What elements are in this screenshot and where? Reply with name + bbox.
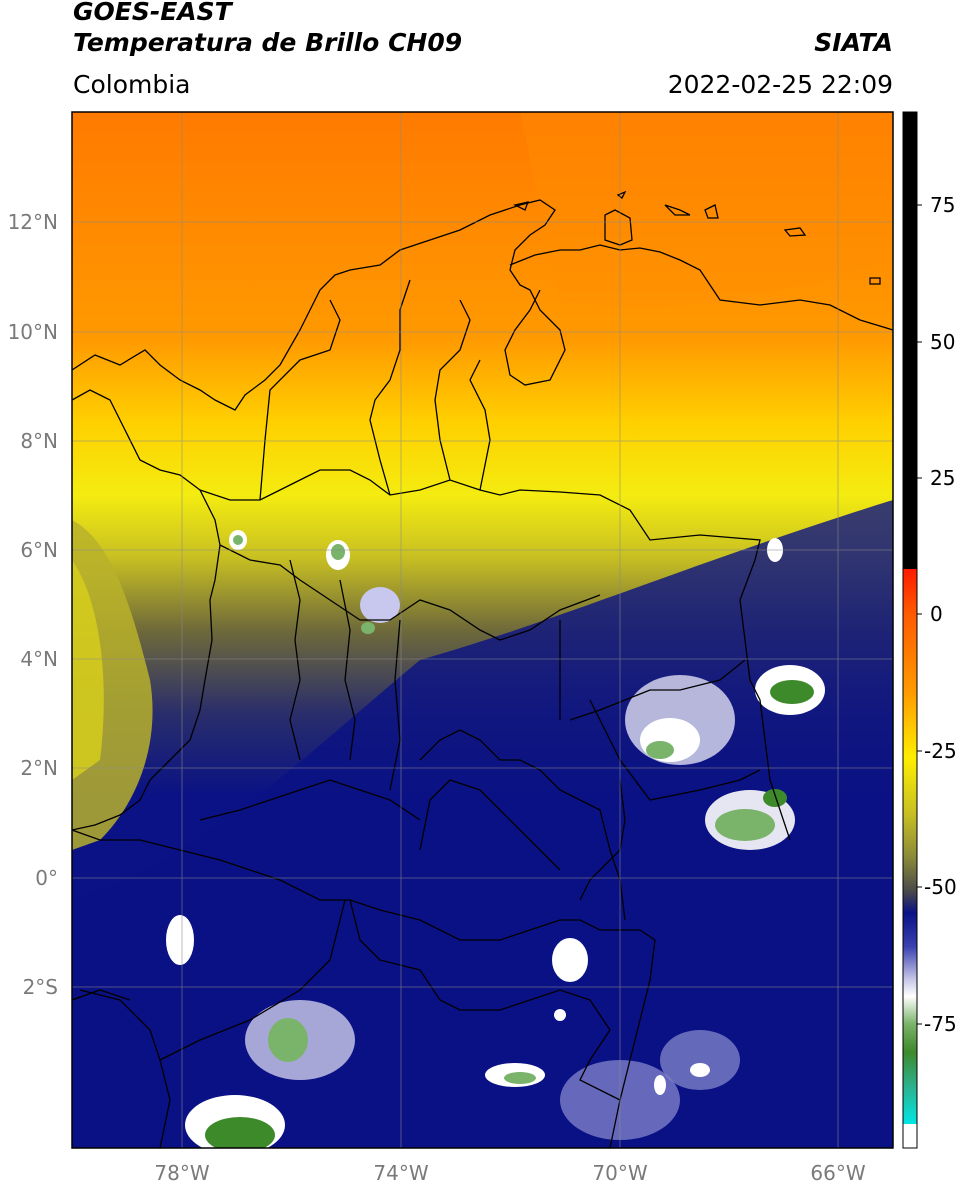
map-frame	[71, 111, 894, 1149]
region-label: Colombia	[73, 70, 191, 99]
lon-label: 74°W	[373, 1161, 428, 1185]
colorbar-label: -25	[924, 739, 957, 763]
colorbar-label: 0	[930, 602, 943, 626]
graticule	[72, 112, 893, 1148]
colorbar-label: -75	[924, 1012, 957, 1036]
longitude-axis: 78°W 74°W 70°W 66°W	[154, 1161, 865, 1185]
agency-label: SIATA	[814, 28, 893, 57]
lon-label: 66°W	[810, 1161, 865, 1185]
lat-label: 6°N	[20, 538, 58, 562]
lat-label: 0°	[35, 866, 58, 890]
lat-label: 2°S	[23, 975, 58, 999]
colorbar-label: 25	[930, 466, 955, 490]
lat-label: 8°N	[20, 429, 58, 453]
product-title: Temperatura de Brillo CH09	[73, 28, 463, 57]
coastlines-and-borders	[72, 190, 893, 1148]
colorbar-label: 50	[930, 330, 955, 354]
datetime-label: 2022-02-25 22:09	[667, 70, 893, 99]
lat-label: 10°N	[8, 320, 58, 344]
lon-label: 78°W	[154, 1161, 209, 1185]
lon-label: 70°W	[592, 1161, 647, 1185]
lat-label: 2°N	[20, 756, 58, 780]
latitude-axis: 12°N 10°N 8°N 6°N 4°N 2°N 0° 2°S	[8, 210, 58, 999]
lat-label: 4°N	[20, 647, 58, 671]
colorbar-label: 75	[930, 193, 955, 217]
satellite-title: GOES-EAST	[73, 0, 232, 26]
colorbar-label: -50	[924, 875, 957, 899]
lat-label: 12°N	[8, 210, 58, 234]
temperature-colorbar: 75 50 25 0 -25 -50 -75	[902, 111, 957, 1149]
brightness-temperature-field	[72, 112, 893, 1148]
